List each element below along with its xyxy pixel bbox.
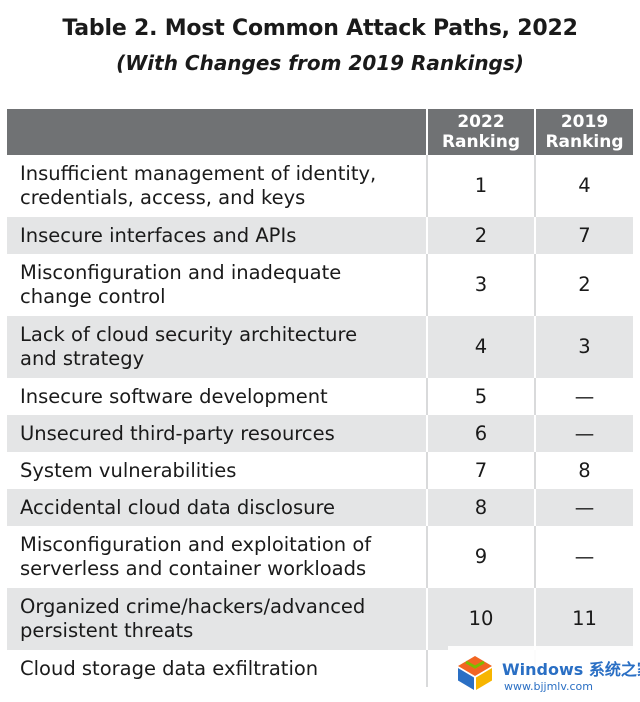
attack-path-line1: Lack of cloud security architecture [20, 323, 358, 346]
table-title: Table 2. Most Common Attack Paths, 2022 [62, 16, 578, 41]
rank-2019-cell: 4 [535, 155, 633, 217]
attack-path-cell: Lack of cloud security architecture and … [7, 316, 428, 378]
rank-2019-cell: — [535, 415, 633, 452]
rank-2019-cell: 8 [535, 452, 633, 489]
attack-path-line1: System vulnerabilities [20, 458, 237, 482]
rank-2022-cell: 4 [427, 316, 536, 378]
table-row: Insufficient management of identity, cre… [7, 155, 633, 217]
table-row: Misconfiguration and exploitation of ser… [7, 526, 633, 588]
header-2019-ranking: 2019 Ranking [535, 109, 633, 155]
attack-path-cell: Unsecured third-party resources [7, 415, 428, 452]
table-row: Unsecured third-party resources 6 — [7, 415, 633, 452]
rank-2019-cell: 3 [535, 316, 633, 378]
attack-path-cell: Accidental cloud data disclosure [7, 489, 428, 526]
attack-path-line1: Insecure interfaces and APIs [20, 223, 297, 247]
attack-path-line2: persistent threats [20, 619, 194, 642]
attack-path-cell: Insufficient management of identity, cre… [7, 155, 428, 217]
table-row: Organized crime/hackers/advanced persist… [7, 588, 633, 650]
rank-2022-cell: 7 [427, 452, 536, 489]
header-2019-year: 2019 [560, 112, 609, 132]
attack-path-cell: Insecure software development [7, 378, 428, 415]
attack-path-cell: Misconfiguration and exploitation of ser… [7, 526, 428, 588]
attack-path-cell: Misconfiguration and inadequate change c… [7, 254, 428, 316]
attack-path-cell: System vulnerabilities [7, 452, 428, 489]
watermark-brand: Windows 系统之家 [502, 660, 640, 679]
table-row: Insecure interfaces and APIs 2 7 [7, 217, 633, 254]
table-row: Insecure software development 5 — [7, 378, 633, 415]
rank-2019-cell: — [535, 526, 633, 588]
watermark: Windows 系统之家 www.bjjmlv.com [448, 646, 640, 702]
attack-path-line1: Cloud storage data exfiltration [20, 656, 319, 680]
watermark-url: www.bjjmlv.com [504, 680, 593, 693]
rank-2022-cell: 10 [427, 588, 536, 650]
attack-path-line1: Insufficient management of identity, [20, 162, 377, 185]
windows-logo-icon [458, 656, 492, 690]
attack-path-line1: Organized crime/hackers/advanced [20, 595, 366, 618]
attack-path-cell: Cloud storage data exfiltration [7, 650, 428, 687]
rank-2022-cell: 6 [427, 415, 536, 452]
rank-2022-cell: 1 [427, 155, 536, 217]
table-row: System vulnerabilities 7 8 [7, 452, 633, 489]
attack-paths-table: 2022 Ranking 2019 Ranking Insufficient m… [7, 109, 633, 687]
table-row: Misconfiguration and inadequate change c… [7, 254, 633, 316]
header-2019-label: Ranking [545, 132, 624, 152]
attack-path-line2: and strategy [20, 347, 145, 370]
attack-path-line1: Insecure software development [20, 384, 328, 408]
attack-path-line1: Accidental cloud data disclosure [20, 495, 336, 519]
rank-2022-cell: 3 [427, 254, 536, 316]
attack-path-cell: Organized crime/hackers/advanced persist… [7, 588, 428, 650]
header-2022-label: Ranking [441, 132, 521, 152]
attack-path-line2: serverless and container workloads [20, 557, 367, 580]
attack-path-line1: Misconfiguration and exploitation of [20, 533, 372, 556]
rank-2022-cell: 9 [427, 526, 536, 588]
attack-path-line2: change control [20, 285, 166, 308]
attack-path-line2: credentials, access, and keys [20, 186, 306, 209]
rank-2019-cell: 11 [535, 588, 633, 650]
header-2022-ranking: 2022 Ranking [427, 109, 536, 155]
rank-2019-cell: 7 [535, 217, 633, 254]
rank-2022-cell: 8 [427, 489, 536, 526]
header-2022-year: 2022 [457, 112, 505, 132]
rank-2019-cell: — [535, 489, 633, 526]
table-row: Lack of cloud security architecture and … [7, 316, 633, 378]
rank-2022-cell: 5 [427, 378, 536, 415]
header-row: 2022 Ranking 2019 Ranking [7, 109, 633, 155]
attack-path-cell: Insecure interfaces and APIs [7, 217, 428, 254]
rank-2019-cell: — [535, 378, 633, 415]
table-row: Accidental cloud data disclosure 8 — [7, 489, 633, 526]
header-attack-path [7, 109, 428, 155]
rank-2019-cell: 2 [535, 254, 633, 316]
attack-path-line1: Misconfiguration and inadequate [20, 261, 342, 284]
attack-path-line1: Unsecured third-party resources [20, 421, 335, 445]
rank-2022-cell: 2 [427, 217, 536, 254]
table-subtitle: (With Changes from 2019 Rankings) [116, 51, 524, 75]
